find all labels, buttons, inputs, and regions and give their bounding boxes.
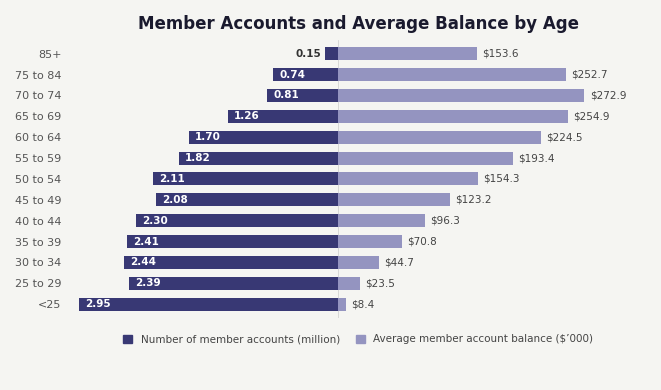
Text: $123.2: $123.2: [455, 195, 491, 205]
Bar: [128, 277, 338, 290]
Text: 1.82: 1.82: [184, 153, 210, 163]
Text: $44.7: $44.7: [384, 257, 414, 268]
Text: $254.9: $254.9: [574, 111, 610, 121]
Bar: [338, 68, 566, 81]
Bar: [338, 193, 449, 206]
Text: 1.70: 1.70: [195, 132, 221, 142]
Bar: [156, 193, 338, 206]
Bar: [136, 214, 338, 227]
Text: $224.5: $224.5: [546, 132, 582, 142]
Text: 2.41: 2.41: [133, 237, 159, 246]
Bar: [338, 152, 513, 165]
Bar: [338, 256, 379, 269]
Bar: [338, 131, 541, 144]
Text: 1.26: 1.26: [234, 111, 260, 121]
Bar: [274, 68, 338, 81]
Bar: [338, 89, 584, 102]
Text: $70.8: $70.8: [408, 237, 438, 246]
Text: $272.9: $272.9: [590, 90, 626, 101]
Text: 0.74: 0.74: [280, 69, 305, 80]
Bar: [338, 47, 477, 60]
Text: 2.44: 2.44: [130, 257, 156, 268]
Text: 0.15: 0.15: [295, 49, 321, 58]
Bar: [79, 298, 338, 311]
Bar: [338, 172, 478, 185]
Bar: [124, 256, 338, 269]
Text: $154.3: $154.3: [483, 174, 520, 184]
Bar: [127, 235, 338, 248]
Bar: [338, 214, 425, 227]
Text: 2.11: 2.11: [159, 174, 185, 184]
Text: $8.4: $8.4: [352, 299, 375, 309]
Bar: [267, 89, 338, 102]
Legend: Number of member accounts (million), Average member account balance ($’000): Number of member accounts (million), Ave…: [119, 330, 598, 349]
Text: 2.08: 2.08: [162, 195, 188, 205]
Bar: [153, 172, 338, 185]
Text: $252.7: $252.7: [572, 69, 608, 80]
Text: 2.39: 2.39: [135, 278, 160, 288]
Text: 0.81: 0.81: [274, 90, 299, 101]
Bar: [338, 298, 346, 311]
Text: 2.30: 2.30: [143, 216, 169, 226]
Text: $153.6: $153.6: [483, 49, 519, 58]
Bar: [228, 110, 338, 123]
Text: $96.3: $96.3: [430, 216, 461, 226]
Bar: [338, 235, 403, 248]
Bar: [189, 131, 338, 144]
Title: Member Accounts and Average Balance by Age: Member Accounts and Average Balance by A…: [137, 15, 579, 33]
Bar: [338, 110, 568, 123]
Text: $193.4: $193.4: [518, 153, 555, 163]
Text: 2.95: 2.95: [85, 299, 111, 309]
Text: $23.5: $23.5: [365, 278, 395, 288]
Bar: [338, 277, 360, 290]
Bar: [178, 152, 338, 165]
Bar: [325, 47, 338, 60]
